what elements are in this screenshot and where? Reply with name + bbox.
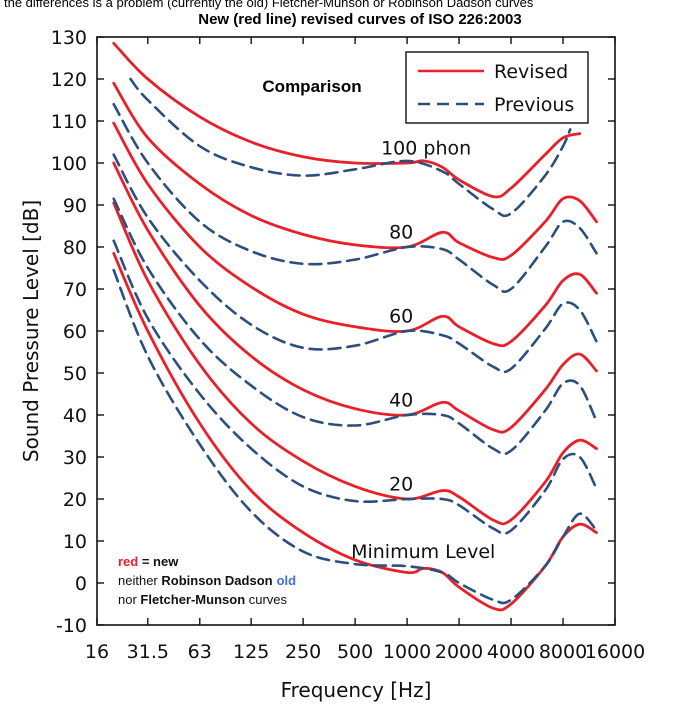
previous-curve-80 — [112, 102, 598, 294]
y-tick-label: 50 — [63, 363, 87, 385]
curve-label: 80 — [389, 222, 413, 244]
curve-label: 20 — [389, 474, 413, 496]
y-tick-label: 20 — [63, 489, 87, 511]
revised-curve-80 — [112, 81, 598, 261]
x-tick-label: 1000 — [383, 641, 431, 663]
legend-label-previous: Previous — [494, 94, 574, 116]
x-tick-label: 8000 — [539, 641, 587, 663]
legend: Revised Previous — [405, 51, 589, 124]
x-tick-label: 500 — [337, 641, 373, 663]
curve-label: 60 — [389, 306, 413, 328]
y-tick-label: 0 — [75, 573, 87, 595]
revised-curve-100 — [112, 41, 582, 199]
previous-curve-20 — [112, 239, 598, 535]
y-ticks: -10 0 10 20 30 40 50 60 70 80 90 100 110 120 130 — [51, 27, 615, 637]
chart-title: Comparison — [262, 77, 361, 96]
x-tick-label: 16000 — [585, 641, 645, 663]
x-tick-label: 250 — [285, 641, 321, 663]
y-tick-label: 70 — [63, 279, 87, 301]
curve-label: 40 — [389, 390, 413, 412]
y-tick-label: 10 — [63, 531, 87, 553]
top-caption: the differences is a problem (currently … — [4, 0, 534, 10]
y-tick-label: 130 — [51, 27, 87, 49]
x-tick-label: 125 — [233, 641, 269, 663]
note-red-word: red — [118, 554, 138, 569]
y-tick-label: 90 — [63, 195, 87, 217]
previous-curve-60 — [112, 153, 598, 374]
y-tick-label: 80 — [63, 237, 87, 259]
x-tick-label: 31.5 — [127, 641, 169, 663]
previous-curve-40 — [112, 197, 598, 456]
x-tick-label: 2000 — [435, 641, 483, 663]
x-axis-label: Frequency [Hz] — [281, 678, 432, 702]
note-old-word: old — [277, 573, 297, 588]
previous-curve-0 — [112, 268, 598, 605]
legend-label-revised: Revised — [494, 61, 568, 83]
curve-labels: 100 phon 80 60 40 20 Minimum Level — [351, 138, 495, 563]
note-nor: nor — [118, 592, 140, 607]
curve-label: 100 phon — [381, 138, 471, 160]
note-line-1: red = new — [118, 554, 179, 569]
revised-curve-20 — [112, 201, 598, 526]
y-axis-label: Sound Pressure Level [dB] — [19, 200, 43, 462]
figure-title: New (red line) revised curves of ISO 226… — [198, 11, 521, 28]
y-tick-label: -10 — [56, 615, 87, 637]
y-tick-label: 100 — [51, 153, 87, 175]
note-robinson-dadson: Robinson Dadson — [161, 573, 272, 588]
y-tick-label: 110 — [51, 111, 87, 133]
note-line-2: neither Robinson Dadson old — [118, 573, 296, 588]
curves-layer — [112, 41, 598, 612]
x-tick-label: 63 — [188, 641, 212, 663]
note-fletcher-munson: Fletcher-Munson — [140, 592, 245, 607]
legend-box — [405, 51, 589, 124]
note-neither: neither — [118, 573, 161, 588]
note-curves: curves — [245, 592, 287, 607]
revised-curve-60 — [112, 121, 598, 348]
x-tick-label: 16 — [85, 641, 109, 663]
revised-curve-40 — [112, 161, 598, 434]
y-tick-label: 30 — [63, 447, 87, 469]
curve-label: Minimum Level — [351, 541, 495, 563]
y-tick-label: 60 — [63, 321, 87, 343]
x-tick-label: 4000 — [487, 641, 535, 663]
note-line-3: nor Fletcher-Munson curves — [118, 592, 288, 607]
y-tick-label: 40 — [63, 405, 87, 427]
previous-curve-100 — [129, 77, 572, 218]
note-eq-new: = new — [138, 554, 179, 569]
y-tick-label: 120 — [51, 69, 87, 91]
notes: red = new neither Robinson Dadson old nor… — [118, 554, 296, 607]
